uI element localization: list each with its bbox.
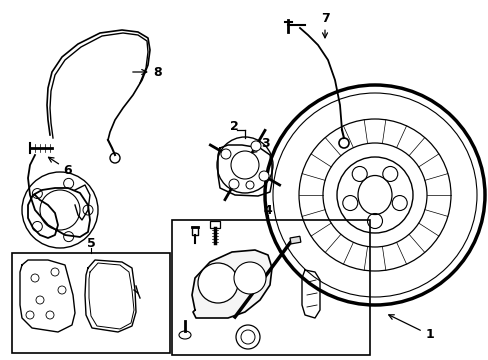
Circle shape [259, 171, 268, 181]
Text: 4: 4 [263, 203, 272, 216]
Bar [289, 236, 300, 244]
Circle shape [228, 179, 239, 189]
Text: 5: 5 [86, 237, 95, 249]
Bar [172, 220, 369, 355]
Circle shape [250, 141, 261, 151]
Circle shape [221, 149, 230, 159]
Text: 1: 1 [388, 315, 433, 342]
Bar [12, 253, 170, 353]
Circle shape [234, 262, 265, 294]
Bar [209, 221, 220, 228]
Text: 3: 3 [251, 136, 269, 153]
Text: 6: 6 [48, 157, 72, 176]
Circle shape [198, 263, 238, 303]
Text: 2: 2 [229, 120, 238, 132]
Text: 8: 8 [133, 66, 162, 78]
Text: 7: 7 [320, 12, 329, 38]
Polygon shape [192, 250, 271, 318]
